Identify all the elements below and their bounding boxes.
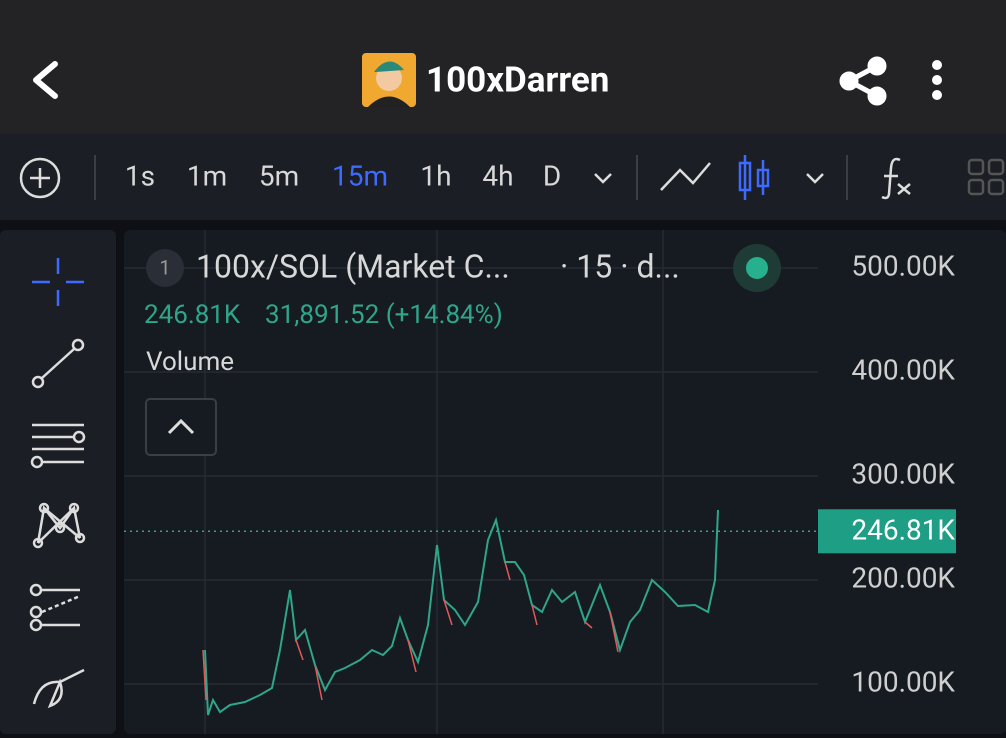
price-trace-down — [202, 561, 619, 701]
interval-button[interactable]: 4h — [482, 159, 513, 192]
current-price-box — [818, 509, 956, 554]
toolbar — [0, 134, 1006, 220]
series-index: 1 — [159, 255, 170, 279]
legend-price: 246.81K — [144, 300, 241, 330]
interval-button[interactable]: D — [543, 159, 561, 192]
projection-tool[interactable] — [29, 583, 81, 632]
interval-dropdown[interactable] — [594, 173, 612, 184]
series-index-badge — [146, 249, 184, 287]
legend-change: 31,891.52 (+14.84%) — [265, 300, 503, 330]
interval-button[interactable]: 5m — [259, 159, 299, 192]
candle-chart-button[interactable] — [738, 155, 770, 200]
price-tick-label: 300.00K — [851, 457, 955, 490]
collapse-button[interactable] — [145, 398, 217, 456]
top-bar — [0, 0, 1006, 134]
line-chart-button[interactable] — [660, 162, 711, 191]
symbol-details: · 15 · d... — [560, 247, 680, 285]
chart-type-dropdown[interactable] — [806, 173, 824, 184]
menu-button[interactable] — [932, 60, 942, 100]
layout-button[interactable] — [967, 158, 1005, 196]
status-dot — [746, 257, 768, 279]
interval-button[interactable]: 1h — [420, 159, 451, 192]
collapse-icon — [167, 418, 195, 435]
drawing-toolbar — [0, 230, 116, 734]
interval-button[interactable]: 1m — [187, 159, 227, 192]
add-button[interactable] — [19, 157, 61, 199]
price-tick-label: 200.00K — [851, 561, 955, 594]
pattern-tool[interactable] — [32, 502, 86, 549]
price-tick-label: 400.00K — [851, 353, 955, 386]
chart-pane — [124, 230, 1006, 734]
interval-button[interactable]: 1s — [125, 159, 155, 192]
symbol-name: 100x/SOL (Market C... — [196, 247, 510, 285]
back-button[interactable] — [33, 61, 58, 99]
crosshair-tool[interactable] — [32, 258, 84, 306]
brush-tool[interactable] — [32, 668, 85, 709]
interval-button[interactable]: 15m — [332, 159, 388, 192]
trend-line-tool[interactable] — [31, 338, 85, 389]
indicators-button[interactable] — [881, 157, 911, 200]
share-button[interactable] — [839, 56, 887, 106]
current-price-label: 246.81K — [851, 514, 955, 547]
indicator-name: Volume — [146, 347, 234, 377]
price-trace — [204, 509, 719, 716]
fib-tool[interactable] — [30, 423, 86, 469]
price-tick-label: 100.00K — [851, 665, 955, 698]
price-tick-label: 500.00K — [851, 249, 955, 282]
avatar — [362, 53, 416, 107]
channel-title: 100xDarren — [426, 59, 609, 100]
